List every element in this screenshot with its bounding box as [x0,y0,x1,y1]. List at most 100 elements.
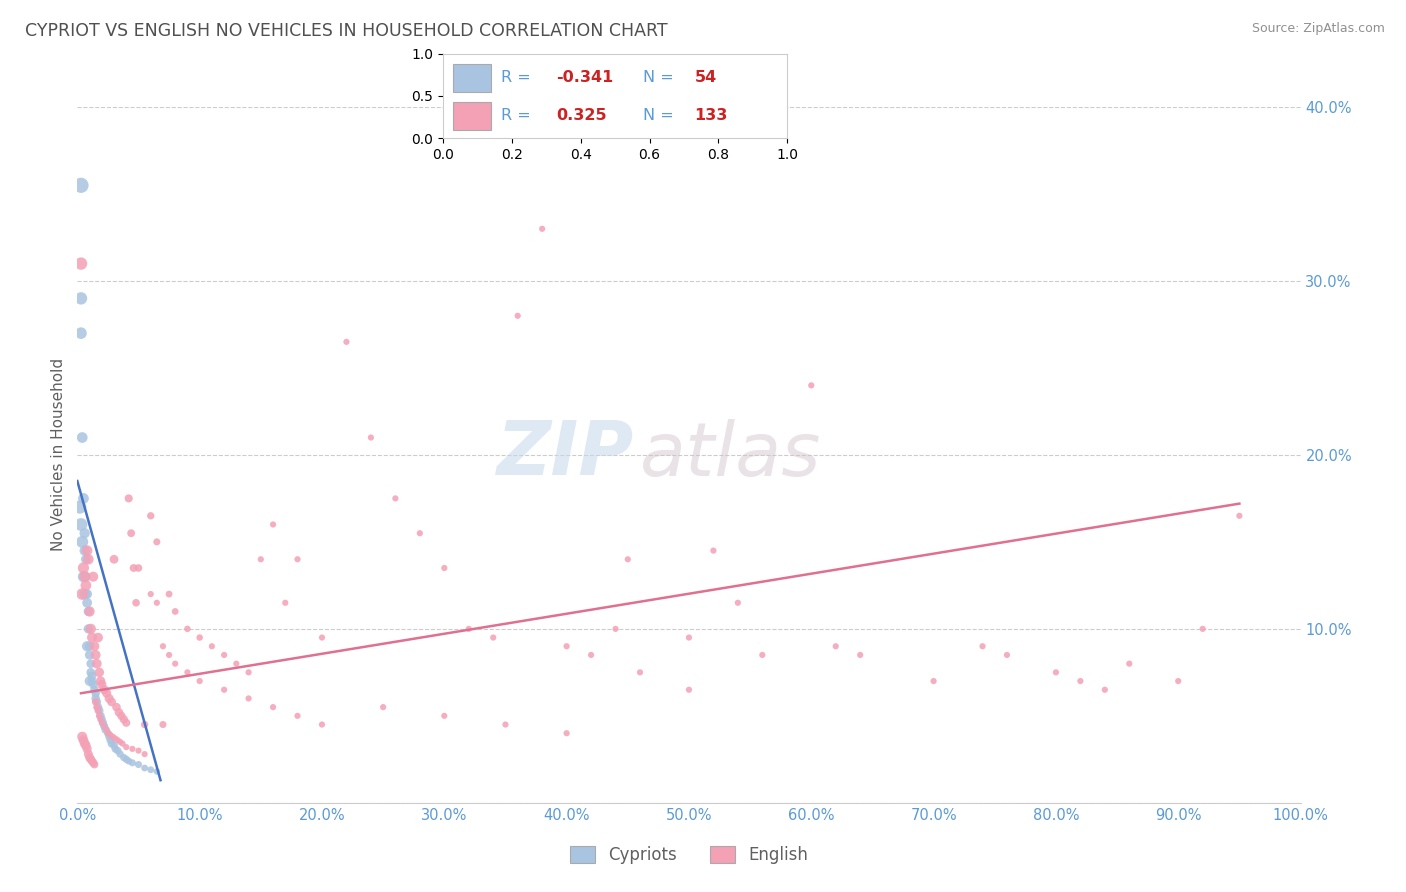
Point [98,728,121,742]
Point [1118,657,1140,671]
Point [122,561,145,575]
Text: 0.325: 0.325 [557,108,607,123]
Point [75,552,97,566]
Point [103,552,125,566]
Point [100,737,122,751]
Point [103,739,125,753]
Text: N =: N = [643,108,679,123]
Point [110,708,132,723]
Point [157,587,180,601]
Point [115,715,138,730]
Point [125,596,148,610]
Text: atlas: atlas [640,419,821,491]
Text: -0.341: -0.341 [557,70,614,85]
Point [115,752,138,766]
Point [311,631,333,645]
Point [79,639,101,653]
Point [98,733,121,747]
Point [165,657,187,671]
FancyBboxPatch shape [453,63,491,92]
Point [121,756,143,770]
Point [96,723,118,737]
Point [108,747,131,761]
Point [70,178,93,193]
Point [94,723,117,737]
Point [77,605,100,619]
Point [90,712,112,726]
Point [800,378,823,392]
Point [579,648,602,662]
Point [120,526,142,541]
Point [605,622,627,636]
Point [72,570,94,584]
Point [112,712,135,726]
Point [70,517,93,532]
Point [146,596,169,610]
Point [482,631,505,645]
Point [1094,682,1116,697]
Point [90,674,112,689]
Point [70,326,93,340]
Point [80,657,103,671]
Point [250,552,273,566]
Point [87,631,110,645]
Point [80,674,103,689]
Point [75,739,97,753]
Point [97,726,120,740]
Point [1045,665,1067,680]
Text: R =: R = [502,70,536,85]
Point [531,221,554,235]
Point [105,700,128,714]
Point [146,764,169,779]
Point [83,639,105,653]
Point [72,491,94,506]
Point [849,648,872,662]
Point [98,730,121,744]
Point [80,754,103,768]
Point [188,674,211,689]
Point [76,543,98,558]
Point [89,665,111,680]
Point [1229,508,1251,523]
Point [76,639,98,653]
Point [73,570,96,584]
Point [111,737,134,751]
Point [91,715,114,730]
Point [108,735,131,749]
Point [73,543,96,558]
Point [89,708,111,723]
Point [83,682,105,697]
Point [70,587,93,601]
Text: ZIP: ZIP [496,418,634,491]
Point [86,700,108,714]
Point [104,731,127,746]
Point [212,648,235,662]
Point [79,674,101,689]
Point [82,570,104,584]
Point [90,708,112,723]
Point [118,491,141,506]
Point [176,622,198,636]
Point [108,706,131,720]
Point [121,742,143,756]
Point [176,665,198,680]
Point [93,719,115,733]
Point [84,695,107,709]
Point [287,708,309,723]
Point [262,517,284,532]
Point [70,430,93,444]
Point [139,587,162,601]
Point [146,534,169,549]
Legend: Cypriots, English: Cypriots, English [562,839,815,871]
Point [93,682,115,697]
Point [238,691,260,706]
Point [115,740,138,755]
Point [360,430,382,444]
Point [165,605,187,619]
Point [433,708,456,723]
Point [134,761,156,775]
Point [79,648,101,662]
Point [457,622,479,636]
Point [506,309,529,323]
Point [127,561,149,575]
